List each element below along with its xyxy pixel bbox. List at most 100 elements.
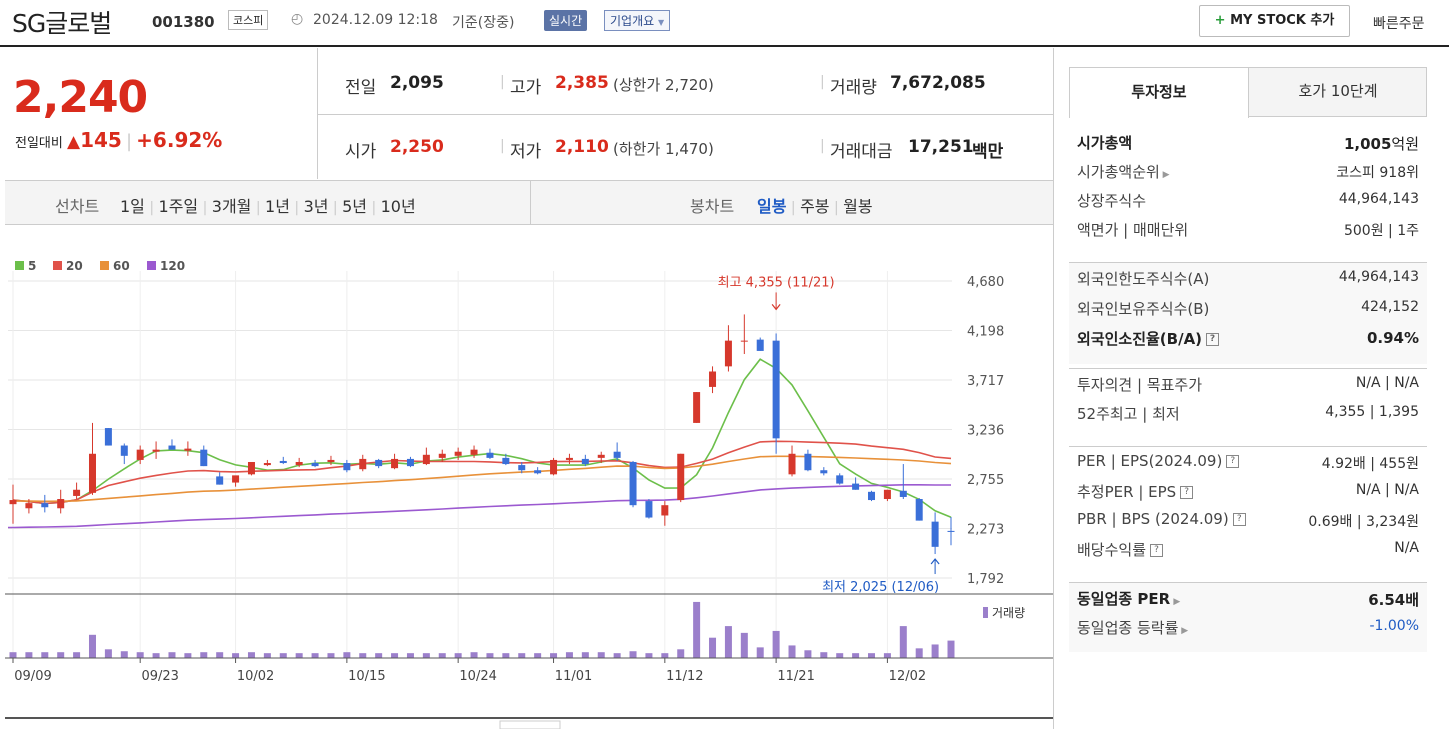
arrow-right-icon[interactable]: ▶	[1178, 626, 1189, 636]
arrow-right-icon[interactable]: ▶	[1170, 597, 1181, 607]
volume-bar[interactable]	[645, 653, 653, 658]
volume-bar[interactable]	[41, 652, 49, 658]
volume-bar[interactable]	[486, 653, 494, 658]
candle-body[interactable]	[740, 340, 748, 342]
candle-body[interactable]	[454, 451, 462, 456]
candle-body[interactable]	[375, 459, 383, 467]
volume-bar[interactable]	[868, 653, 876, 658]
candle-body[interactable]	[152, 449, 160, 452]
candle-body[interactable]	[613, 451, 621, 458]
volume-bar[interactable]	[581, 652, 589, 658]
candle-body[interactable]	[406, 458, 414, 467]
candle-body[interactable]	[518, 465, 526, 471]
candle-body[interactable]	[25, 503, 33, 509]
candle-body[interactable]	[756, 339, 764, 351]
candle-body[interactable]	[359, 458, 367, 470]
arrow-right-icon[interactable]: ▶	[1159, 170, 1170, 180]
volume-bar[interactable]	[915, 648, 923, 658]
period-tab-4[interactable]: 3년	[303, 197, 329, 216]
volume-bar[interactable]	[788, 645, 796, 658]
candle-body[interactable]	[931, 521, 939, 547]
volume-bar[interactable]	[406, 653, 414, 658]
volume-bar[interactable]	[57, 652, 65, 658]
candle-body[interactable]	[534, 470, 542, 474]
volume-bar[interactable]	[550, 653, 558, 658]
volume-bar[interactable]	[756, 647, 764, 658]
volume-bar[interactable]	[168, 652, 176, 658]
candle-body[interactable]	[581, 458, 589, 465]
volume-bar[interactable]	[152, 653, 160, 658]
candle-tab-2[interactable]: 월봉	[843, 197, 873, 216]
realtime-button[interactable]: 실시간	[544, 10, 588, 31]
tab-orderbook[interactable]: 호가 10단계	[1298, 82, 1378, 100]
volume-bar[interactable]	[852, 653, 860, 658]
volume-bar[interactable]	[438, 653, 446, 658]
candle-body[interactable]	[661, 505, 669, 516]
volume-bar[interactable]	[9, 652, 17, 658]
candle-body[interactable]	[565, 457, 573, 460]
candle-body[interactable]	[852, 483, 860, 490]
candle-body[interactable]	[200, 449, 208, 467]
candle-body[interactable]	[820, 470, 828, 474]
candle-tab-0[interactable]: 일봉	[757, 197, 787, 216]
candle-body[interactable]	[391, 458, 399, 469]
volume-bar[interactable]	[629, 651, 637, 658]
candle-body[interactable]	[470, 449, 478, 455]
candle-body[interactable]	[73, 489, 81, 496]
volume-bar[interactable]	[375, 653, 383, 658]
volume-bar[interactable]	[518, 653, 526, 658]
volume-bar[interactable]	[104, 649, 112, 658]
period-tab-0[interactable]: 1일	[120, 197, 145, 216]
volume-bar[interactable]	[343, 652, 351, 658]
candle-body[interactable]	[168, 445, 176, 450]
volume-bar[interactable]	[25, 652, 33, 658]
candle-body[interactable]	[693, 392, 701, 423]
volume-bar[interactable]	[232, 653, 240, 658]
volume-bar[interactable]	[502, 653, 510, 658]
candle-body[interactable]	[343, 463, 351, 471]
scroll-handle[interactable]	[499, 720, 561, 729]
company-overview-dropdown[interactable]: 기업개요 ▼	[604, 10, 671, 31]
candle-body[interactable]	[486, 452, 494, 458]
period-tab-1[interactable]: 1주일	[158, 197, 199, 216]
volume-bar[interactable]	[534, 653, 542, 658]
volume-bar[interactable]	[804, 650, 812, 658]
volume-bar[interactable]	[184, 653, 192, 658]
volume-bar[interactable]	[120, 651, 128, 658]
volume-bar[interactable]	[661, 653, 669, 658]
candle-body[interactable]	[216, 476, 224, 485]
candle-body[interactable]	[263, 463, 271, 466]
tab-invest-info[interactable]: 투자정보	[1069, 67, 1249, 118]
volume-bar[interactable]	[200, 652, 208, 658]
volume-bar[interactable]	[836, 653, 844, 658]
candle-body[interactable]	[788, 453, 796, 475]
candle-body[interactable]	[247, 461, 255, 475]
period-tab-6[interactable]: 10년	[380, 197, 416, 216]
candle-body[interactable]	[709, 371, 717, 387]
volume-bar[interactable]	[422, 653, 430, 658]
volume-bar[interactable]	[709, 637, 717, 658]
volume-bar[interactable]	[327, 653, 335, 658]
candle-body[interactable]	[915, 499, 923, 521]
volume-bar[interactable]	[883, 653, 891, 658]
candle-body[interactable]	[295, 461, 303, 466]
volume-bar[interactable]	[947, 640, 955, 658]
volume-bar[interactable]	[772, 630, 780, 658]
volume-bar[interactable]	[88, 634, 96, 658]
volume-bar[interactable]	[597, 652, 605, 658]
candle-tab-1[interactable]: 주봉	[800, 197, 830, 216]
candle-body[interactable]	[438, 453, 446, 458]
period-tab-5[interactable]: 5년	[342, 197, 367, 216]
price-chart[interactable]: 5 20 60 120 4,680 4,198 3,717 3,236 2,755 2,273 1,…	[0, 226, 1053, 729]
volume-bar[interactable]	[820, 652, 828, 658]
period-tab-2[interactable]: 3개월	[211, 197, 252, 216]
volume-bar[interactable]	[677, 649, 685, 658]
candle-body[interactable]	[836, 475, 844, 484]
candle-body[interactable]	[724, 340, 732, 367]
volume-bar[interactable]	[613, 653, 621, 658]
volume-bar[interactable]	[724, 626, 732, 658]
candle-body[interactable]	[677, 453, 685, 501]
candle-body[interactable]	[57, 499, 65, 509]
volume-bar[interactable]	[693, 601, 701, 658]
candle-body[interactable]	[629, 461, 637, 506]
